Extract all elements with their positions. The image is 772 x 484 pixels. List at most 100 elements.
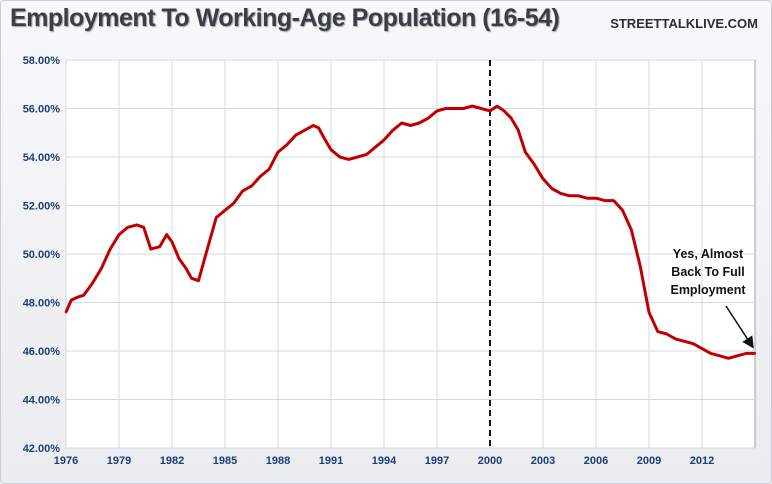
- data-point: [347, 158, 350, 161]
- series-layer: [64, 104, 757, 360]
- data-point: [621, 209, 624, 212]
- data-point: [603, 199, 606, 202]
- data-point: [594, 197, 598, 200]
- annotation-text: Yes, Almost: [673, 247, 744, 261]
- data-point: [117, 233, 121, 236]
- data-point: [647, 311, 651, 314]
- data-point: [577, 194, 580, 197]
- data-point: [444, 107, 447, 110]
- data-point: [541, 177, 545, 180]
- data-point: [312, 124, 315, 127]
- data-point: [329, 148, 333, 151]
- data-point: [126, 226, 129, 229]
- annotation-arrow: [725, 305, 754, 349]
- data-point: [533, 163, 536, 166]
- data-point: [82, 294, 85, 297]
- data-point: [683, 340, 686, 343]
- data-point: [502, 109, 506, 113]
- data-point: [285, 143, 288, 147]
- annotation-text: Employment: [670, 283, 746, 297]
- data-point: [223, 209, 227, 212]
- data-point: [612, 199, 615, 202]
- data-point: [322, 136, 326, 139]
- data-point: [718, 354, 721, 357]
- series-line: [64, 104, 755, 360]
- data-point: [177, 257, 181, 260]
- data-point: [356, 155, 359, 159]
- data-point: [727, 357, 730, 360]
- data-point: [453, 107, 456, 110]
- data-point: [709, 352, 712, 355]
- data-point: [100, 267, 103, 270]
- y-tick-label: 46.00%: [23, 346, 61, 358]
- data-point: [753, 352, 757, 355]
- data-point: [165, 233, 168, 236]
- data-point: [427, 117, 430, 120]
- data-point: [197, 279, 200, 282]
- data-point: [215, 216, 218, 219]
- x-tick-label: 1985: [213, 455, 237, 467]
- data-point: [736, 354, 739, 357]
- x-tick-label: 2006: [584, 455, 608, 467]
- y-tick-label: 42.00%: [23, 443, 61, 455]
- data-point: [109, 247, 112, 251]
- data-point: [142, 226, 145, 229]
- data-point: [524, 150, 527, 154]
- data-point: [462, 107, 465, 110]
- data-point: [495, 104, 499, 108]
- data-point: [409, 124, 412, 127]
- y-tick-label: 58.00%: [23, 55, 61, 67]
- data-point: [184, 267, 188, 270]
- y-tick-label: 48.00%: [23, 298, 61, 310]
- data-point: [510, 117, 513, 120]
- data-point: [692, 342, 695, 345]
- data-point: [517, 129, 520, 132]
- x-tick-label: 2009: [637, 455, 661, 467]
- x-tick-label: 2000: [478, 455, 502, 467]
- brand-label: STREETTALKLIVE.COM: [610, 16, 758, 31]
- data-point: [250, 184, 253, 188]
- x-tick-label: 1979: [107, 455, 131, 467]
- data-point: [391, 129, 394, 132]
- data-point: [294, 134, 297, 137]
- data-point: [480, 107, 483, 110]
- y-axis-ticks: 42.00% 44.00% 46.00% 48.00% 50.00% 52.00% 54.0…: [23, 55, 61, 455]
- data-point: [365, 153, 368, 156]
- data-point: [70, 298, 73, 302]
- data-point: [170, 240, 174, 244]
- x-tick-label: 2012: [690, 455, 714, 467]
- data-point: [149, 247, 152, 251]
- data-point: [488, 109, 492, 113]
- data-point: [91, 281, 94, 285]
- x-tick-label: 1988: [266, 455, 290, 467]
- annotation-layer: Yes, Almost Back To Full Employment: [670, 247, 754, 349]
- data-point: [400, 121, 403, 125]
- data-point: [268, 167, 271, 171]
- data-point: [190, 277, 193, 280]
- data-point: [586, 197, 589, 200]
- y-tick-label: 44.00%: [23, 395, 61, 407]
- data-point: [259, 175, 262, 178]
- data-point: [135, 223, 138, 227]
- x-tick-label: 1994: [372, 455, 397, 467]
- x-axis-ticks: 1976 1979 1982 1985 1988 1991 1994 1997 2000 2003…: [54, 455, 714, 467]
- x-tick-label: 1982: [160, 455, 184, 467]
- data-point: [232, 201, 235, 205]
- data-point: [64, 311, 68, 314]
- data-point: [382, 138, 386, 142]
- annotation-text: Back To Full: [671, 265, 744, 279]
- data-point: [700, 347, 704, 350]
- y-tick-label: 54.00%: [23, 152, 61, 164]
- x-tick-label: 1997: [425, 455, 449, 467]
- chart-title: Employment To Working-Age Population (16…: [10, 4, 560, 32]
- data-point: [471, 104, 474, 108]
- data-point: [745, 352, 748, 355]
- y-tick-label: 56.00%: [23, 104, 61, 116]
- data-point: [674, 337, 677, 341]
- data-point: [374, 146, 377, 149]
- data-point: [418, 121, 421, 125]
- data-point: [303, 129, 306, 132]
- data-point: [550, 187, 553, 190]
- data-point: [665, 332, 668, 336]
- data-point: [435, 109, 439, 113]
